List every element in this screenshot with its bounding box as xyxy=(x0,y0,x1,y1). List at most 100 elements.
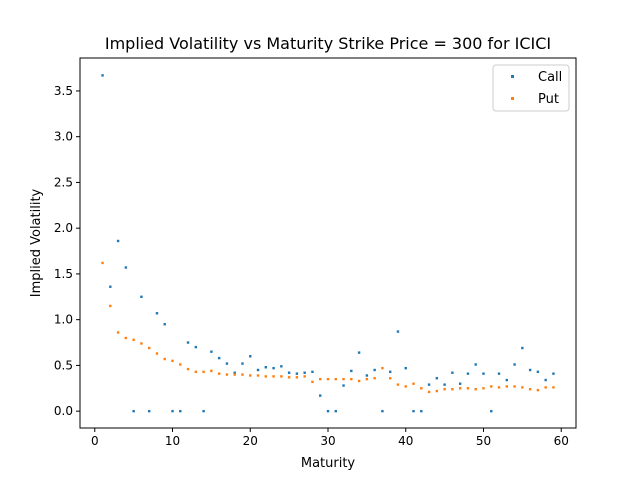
data-point-put xyxy=(521,386,524,389)
data-point-call xyxy=(505,378,509,382)
data-point-call xyxy=(350,369,353,373)
x-tick-label: 0 xyxy=(91,434,99,448)
data-point-put xyxy=(256,374,260,377)
x-tick-label: 10 xyxy=(165,434,180,448)
data-point-put xyxy=(194,370,198,374)
data-point-put xyxy=(241,373,244,376)
data-point-put xyxy=(132,338,135,342)
data-point-put xyxy=(264,375,268,378)
data-point-put xyxy=(225,373,229,376)
data-point-put xyxy=(272,375,275,378)
data-point-put xyxy=(101,261,104,265)
y-tick-label: 0.5 xyxy=(54,358,73,372)
data-point-put xyxy=(388,377,392,380)
chart-title: Implied Volatility vs Maturity Strike Pr… xyxy=(105,34,551,53)
data-point-put xyxy=(171,359,174,363)
data-point-call xyxy=(116,239,120,243)
data-point-call xyxy=(326,409,330,413)
data-point-call xyxy=(272,366,275,370)
data-point-call xyxy=(155,312,159,315)
data-point-put xyxy=(155,352,159,355)
data-point-call xyxy=(388,370,392,374)
data-point-call xyxy=(109,285,112,288)
data-point-put xyxy=(147,346,151,350)
x-axis-label: Maturity xyxy=(301,456,356,471)
data-point-put xyxy=(544,386,547,389)
data-point-put xyxy=(116,331,120,334)
data-point-put xyxy=(202,370,205,374)
data-point-put xyxy=(357,379,361,383)
data-point-call xyxy=(140,295,143,298)
y-tick-label: 0.0 xyxy=(54,404,73,418)
data-point-call xyxy=(225,362,229,365)
data-point-put xyxy=(505,385,509,388)
data-point-put xyxy=(381,366,384,370)
data-point-put xyxy=(513,385,516,388)
data-point-call xyxy=(513,363,516,366)
data-point-put xyxy=(490,385,493,388)
data-point-put xyxy=(109,304,112,308)
data-point-put xyxy=(482,387,485,390)
data-point-call xyxy=(365,374,369,377)
data-point-call xyxy=(458,382,462,385)
data-point-call xyxy=(521,346,524,350)
y-tick-label: 1.0 xyxy=(54,313,73,327)
data-point-put xyxy=(552,386,555,389)
y-axis-label: Implied Volatility xyxy=(29,188,44,297)
data-point-call xyxy=(163,323,166,326)
data-point-put xyxy=(217,372,221,375)
data-point-call xyxy=(451,371,454,374)
data-point-put xyxy=(528,388,532,391)
y-tick-label: 3.0 xyxy=(54,130,73,144)
data-point-put xyxy=(350,377,353,381)
data-point-put xyxy=(163,357,166,361)
y-tick-label: 2.5 xyxy=(54,175,73,189)
data-point-call xyxy=(357,351,361,354)
data-point-put xyxy=(303,375,306,378)
data-point-call xyxy=(342,384,345,387)
data-point-put xyxy=(404,385,407,388)
data-point-call xyxy=(101,74,104,77)
data-point-put xyxy=(458,387,462,390)
data-point-call xyxy=(404,366,407,370)
data-point-call xyxy=(171,409,174,413)
data-point-put xyxy=(287,376,291,379)
data-point-put xyxy=(124,336,128,340)
data-point-put xyxy=(466,387,470,390)
x-tick-label: 40 xyxy=(398,434,413,448)
plot-frame xyxy=(79,57,577,429)
data-point-put xyxy=(474,388,477,391)
data-point-put xyxy=(326,377,330,381)
data-point-call xyxy=(264,366,268,369)
plot-points xyxy=(101,74,555,413)
data-point-call xyxy=(528,368,532,372)
data-point-call xyxy=(124,266,128,269)
data-point-call xyxy=(490,409,493,413)
data-point-put xyxy=(365,377,369,381)
y-tick-label: 3.5 xyxy=(54,84,73,98)
data-point-call xyxy=(241,362,244,365)
data-point-call xyxy=(217,356,221,360)
data-point-put xyxy=(451,388,454,391)
data-point-put xyxy=(311,380,314,384)
data-point-call xyxy=(412,409,415,413)
data-point-call xyxy=(256,368,260,372)
x-tick-label: 50 xyxy=(476,434,491,448)
data-point-call xyxy=(420,409,423,413)
data-point-call xyxy=(210,350,213,353)
data-point-put xyxy=(319,377,322,381)
data-point-put xyxy=(249,374,252,377)
data-point-call xyxy=(544,378,547,382)
data-point-put xyxy=(280,375,283,378)
x-tick-label: 30 xyxy=(320,434,335,448)
data-point-put xyxy=(420,387,423,390)
legend-label-put: Put xyxy=(538,92,559,107)
legend-marker-put xyxy=(511,97,514,100)
data-point-put xyxy=(233,373,236,376)
data-point-call xyxy=(311,370,314,374)
data-point-put xyxy=(186,367,190,371)
data-point-call xyxy=(381,409,384,413)
legend-label-call: Call xyxy=(538,70,562,85)
data-point-call xyxy=(303,371,306,374)
